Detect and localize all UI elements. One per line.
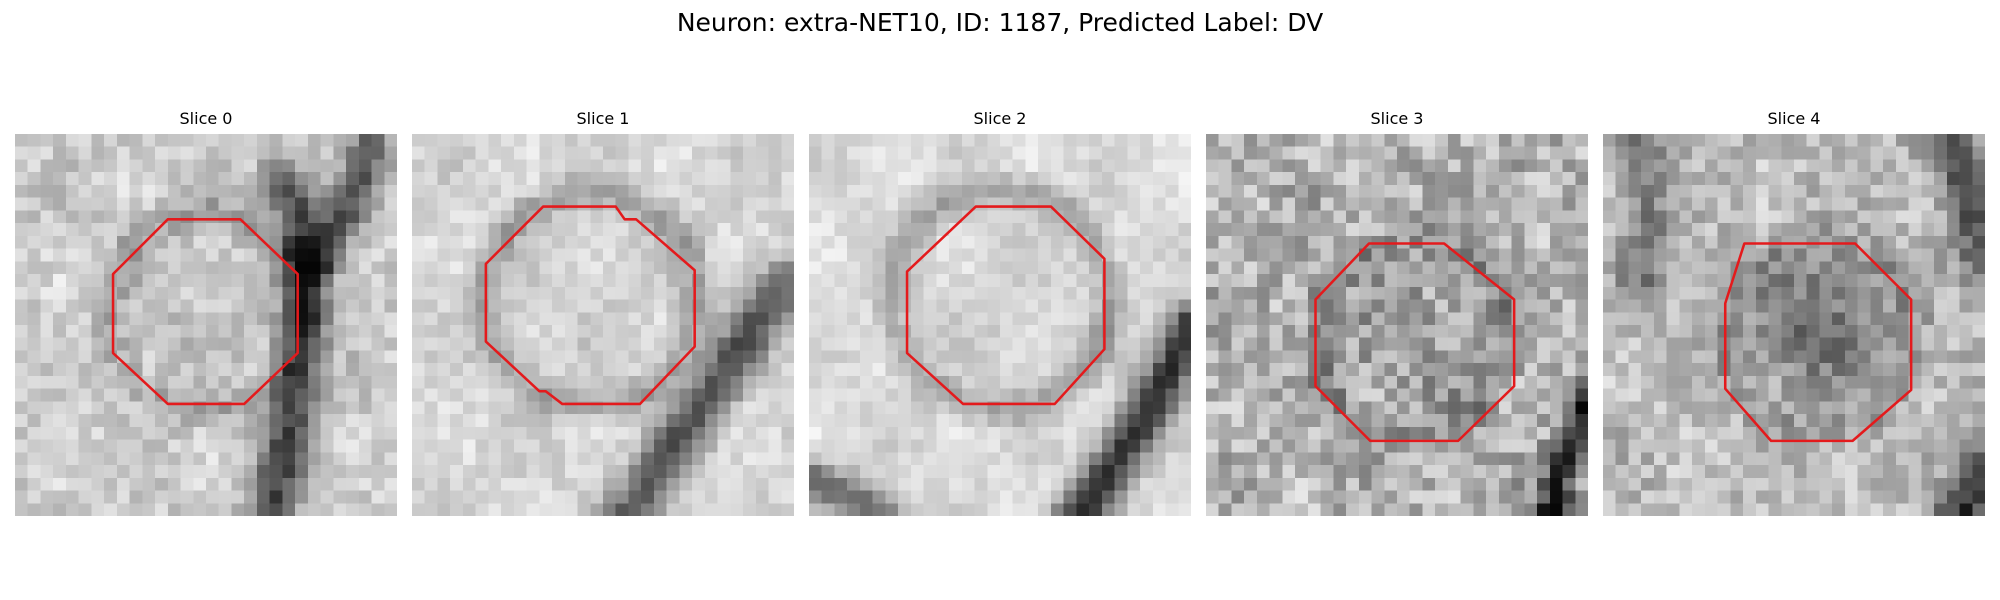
outline-4 [1723,242,1913,443]
slice-image-0 [15,134,397,516]
slice-title-0: Slice 0 [179,109,233,128]
slice-panel-2: Slice 2 [809,108,1191,516]
slice-panel-4: Slice 4 [1603,108,1985,516]
slice-panel-1: Slice 1 [412,108,794,516]
slice-title-1: Slice 1 [576,109,630,128]
outline-0 [111,218,299,406]
outline-1 [484,205,696,406]
slice-image-3 [1206,134,1588,516]
slice-title-4: Slice 4 [1767,109,1821,128]
outline-3 [1314,242,1516,443]
figure-title: Neuron: extra-NET10, ID: 1187, Predicted… [676,8,1324,37]
slice-panel-3: Slice 3 [1206,108,1588,516]
slice-image-4 [1603,134,1985,516]
slice-title-2: Slice 2 [973,109,1027,128]
outline-2 [905,205,1106,406]
slice-image-1 [412,134,794,516]
slice-image-2 [809,134,1191,516]
slice-title-3: Slice 3 [1370,109,1424,128]
slice-panel-0: Slice 0 [15,108,397,516]
